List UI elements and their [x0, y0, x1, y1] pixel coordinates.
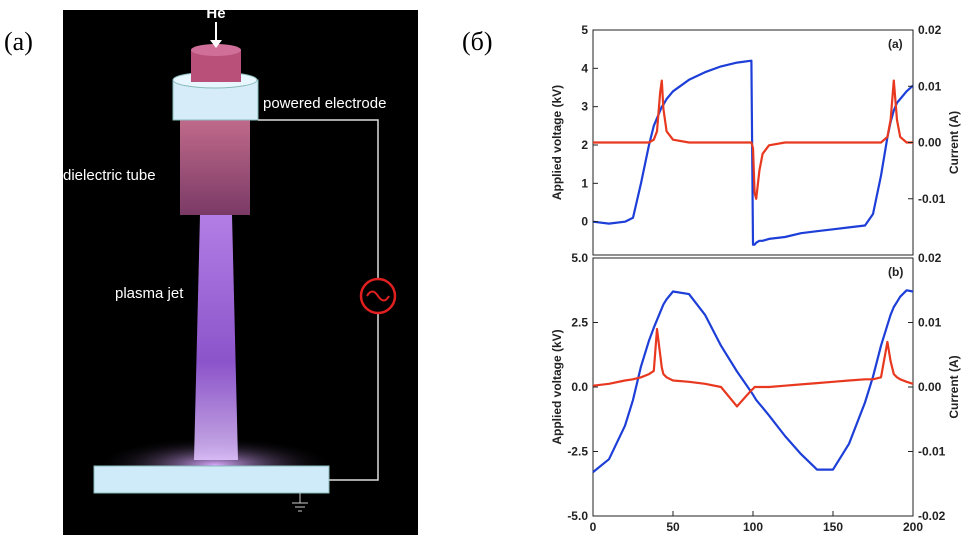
y2-tick-label: -0.01 — [918, 445, 946, 459]
panel-annotation: (a) — [888, 37, 903, 51]
y2-tick-label: 0.00 — [918, 380, 942, 394]
series-line — [593, 79, 913, 200]
x-tick-label: 200 — [903, 520, 923, 534]
y-tick-label: 5.0 — [571, 251, 588, 265]
y2-tick-label: -0.01 — [918, 192, 946, 206]
series-line — [592, 289, 914, 473]
y2-axis-label: Current (A) — [947, 111, 961, 174]
plate — [93, 465, 330, 494]
y-tick-label: 0 — [581, 215, 588, 229]
y-axis-label: Applied voltage (kV) — [550, 329, 564, 444]
y-tick-label: 4 — [581, 61, 588, 75]
y2-tick-label: 0.01 — [918, 79, 942, 93]
tube-label: dielectric tube — [63, 167, 156, 184]
y-tick-label: 2.5 — [571, 316, 588, 330]
jet — [194, 215, 238, 460]
y2-tick-label: 0.01 — [918, 316, 942, 330]
y2-tick-label: 0.02 — [918, 23, 942, 37]
y-tick-label: 1 — [581, 176, 588, 190]
x-tick-label: 50 — [666, 520, 680, 534]
ground — [292, 493, 308, 512]
y2-tick-label: 0.02 — [918, 251, 942, 265]
series-line — [592, 327, 914, 408]
y2-tick-label: -0.02 — [918, 509, 946, 523]
series-line — [592, 59, 914, 246]
arrow-head — [210, 40, 222, 48]
gas-label: He — [206, 5, 225, 22]
y2-tick-label: 0.00 — [918, 136, 942, 150]
ac-symbol — [366, 290, 390, 302]
y-axis-label: Applied voltage (kV) — [550, 85, 564, 200]
diagram: He powered electrode dielectric tube pla… — [63, 5, 418, 535]
y-tick-label: 2 — [581, 138, 588, 152]
y-tick-label: 5 — [581, 23, 588, 37]
panel-label: (б) — [462, 27, 493, 56]
x-tick-label: 0 — [590, 520, 597, 534]
panel-label: (а) — [4, 27, 33, 56]
electrode-label: powered electrode — [263, 95, 386, 112]
gas-inlet-top — [191, 44, 241, 56]
y-tick-label: 3 — [581, 100, 588, 114]
y-tick-label: 0.0 — [571, 380, 588, 394]
tube — [180, 120, 250, 215]
y-tick-label: -5.0 — [567, 509, 588, 523]
panel-annotation: (b) — [888, 265, 903, 279]
x-tick-label: 100 — [743, 520, 763, 534]
plot-frame — [592, 257, 914, 517]
jet-label: plasma jet — [115, 285, 184, 302]
y2-axis-label: Current (A) — [947, 355, 961, 418]
x-tick-label: 150 — [823, 520, 843, 534]
y-tick-label: -2.5 — [567, 445, 588, 459]
